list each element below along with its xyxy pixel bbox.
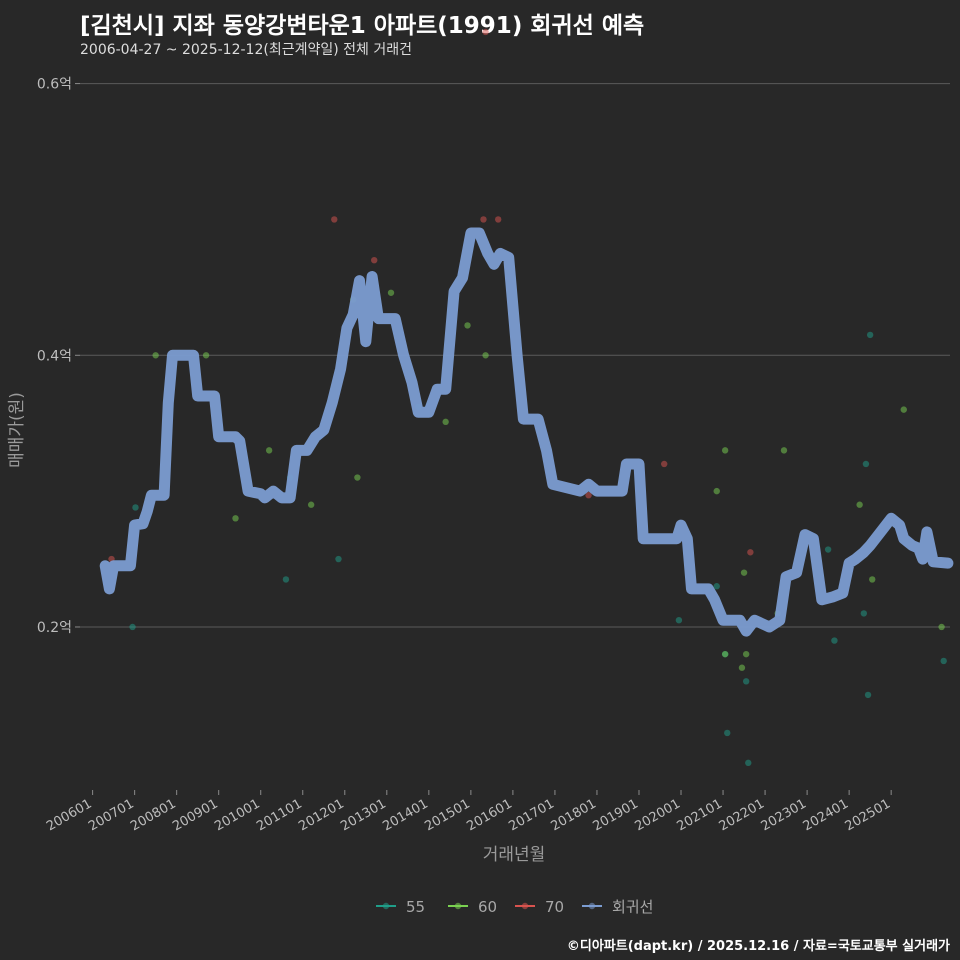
- data-point-60: [232, 515, 239, 522]
- x-tick-label: 201601: [464, 796, 514, 834]
- y-tick-label: 0.2억: [37, 620, 72, 636]
- data-point-60: [464, 322, 471, 329]
- legend-swatch-point: [521, 902, 529, 910]
- data-point-55: [745, 759, 752, 767]
- data-point-55: [831, 637, 838, 644]
- x-tick-label: 200601: [44, 796, 94, 834]
- legend-label: 60: [478, 898, 497, 916]
- data-point-70: [480, 216, 487, 223]
- chart-subtitle: 2006-04-27 ~ 2025-12-12(최근계약일) 전체 거래건: [80, 42, 412, 58]
- y-tick-label: 0.6억: [37, 77, 72, 93]
- x-tick-label: 200801: [128, 796, 178, 834]
- legend-label: 회귀선: [612, 898, 653, 916]
- data-point-55: [282, 576, 290, 583]
- data-point-55: [132, 504, 139, 511]
- data-point-60: [738, 664, 746, 671]
- x-tick-label: 201001: [212, 796, 262, 834]
- data-point-55: [862, 460, 870, 468]
- data-point-70: [482, 28, 489, 36]
- x-tick-label: 201901: [590, 796, 640, 834]
- x-axis: 2006012007012008012009012010012011012012…: [44, 790, 893, 834]
- data-point-60: [869, 576, 876, 583]
- data-point-60: [354, 474, 361, 481]
- data-point-60: [856, 501, 863, 508]
- data-point-60: [900, 406, 907, 413]
- data-point-60: [152, 352, 159, 359]
- x-tick-label: 201801: [548, 796, 598, 834]
- data-point-60: [202, 352, 210, 359]
- x-tick-label: 202301: [759, 796, 809, 834]
- data-point-55: [713, 583, 720, 590]
- x-tick-label: 202101: [675, 796, 725, 834]
- data-point-55: [724, 729, 731, 737]
- data-point-60: [307, 501, 315, 508]
- x-tick-label: 202201: [717, 796, 767, 834]
- data-point-60: [265, 447, 273, 454]
- data-point-60: [721, 447, 729, 454]
- x-tick-label: 200901: [170, 796, 220, 834]
- legend-label: 70: [545, 898, 564, 916]
- y-axis: 0.2억 0.4억 0.6억: [37, 77, 80, 636]
- data-point-55: [940, 657, 947, 665]
- legend-swatch-point: [588, 902, 596, 910]
- x-tick-label: 201701: [506, 796, 556, 834]
- data-point-60: [742, 650, 750, 658]
- x-tick-label: 202001: [633, 796, 683, 834]
- chart-title: [김천시] 지좌 동양강변타운1 아파트(1991) 회귀선 예측: [80, 13, 645, 39]
- x-tick-label: 201101: [254, 796, 304, 834]
- legend: 55 60 70 회귀선: [376, 898, 653, 916]
- data-point-70: [747, 549, 754, 556]
- data-point-60: [442, 418, 449, 426]
- data-point-60: [721, 650, 729, 658]
- data-point-55: [866, 331, 874, 339]
- data-point-55: [742, 678, 750, 685]
- data-point-60: [387, 289, 395, 296]
- legend-swatch-point: [382, 902, 390, 910]
- data-point-55: [860, 610, 868, 617]
- data-point-55: [129, 623, 136, 631]
- data-point-70: [371, 256, 378, 264]
- legend-swatch-point: [454, 902, 462, 910]
- data-point-60: [938, 623, 945, 631]
- x-tick-label: 201401: [380, 796, 430, 834]
- data-point-60: [740, 569, 748, 576]
- source-caption: ©디아파트(dapt.kr) / 2025.12.16 / 자료=국토교통부 실…: [566, 939, 950, 954]
- legend-label: 55: [406, 898, 425, 916]
- x-axis-title: 거래년월: [483, 845, 546, 865]
- scatter-points: [108, 28, 947, 767]
- data-point-55: [675, 616, 683, 624]
- data-point-70: [585, 492, 592, 499]
- data-point-70: [494, 216, 502, 223]
- x-tick-label: 201201: [296, 796, 346, 834]
- data-point-55: [864, 691, 872, 699]
- x-tick-label: 200701: [86, 796, 136, 834]
- data-point-70: [331, 216, 338, 223]
- x-tick-label: 202401: [801, 796, 851, 834]
- y-axis-title: 매매가(원): [7, 392, 27, 468]
- data-point-60: [482, 352, 489, 359]
- data-point-55: [335, 555, 342, 563]
- y-tick-label: 0.4억: [37, 348, 72, 364]
- data-point-60: [780, 447, 788, 454]
- regression-line: [99, 227, 954, 637]
- x-tick-label: 202501: [843, 796, 893, 834]
- data-point-60: [713, 487, 720, 495]
- x-tick-label: 201501: [422, 796, 472, 834]
- data-point-55: [824, 546, 832, 553]
- data-point-70: [661, 460, 668, 468]
- x-tick-label: 201301: [338, 796, 388, 834]
